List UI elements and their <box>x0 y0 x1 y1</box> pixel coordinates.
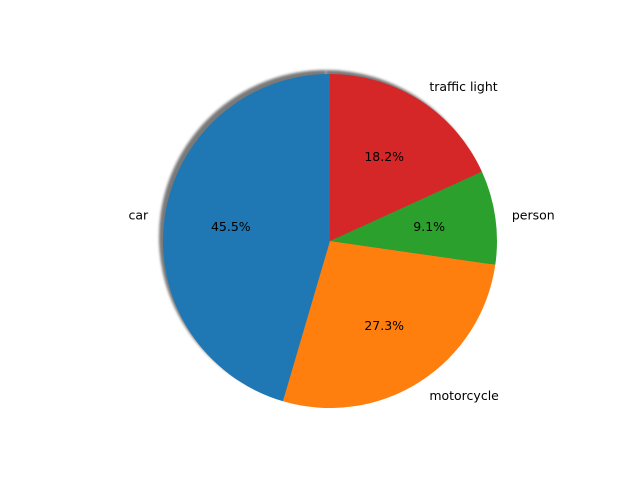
slice-car <box>163 74 330 402</box>
percent-label-traffic-light: 18.2% <box>364 149 404 164</box>
percent-label-person: 9.1% <box>413 219 445 234</box>
pie-slices <box>163 74 497 408</box>
label-car: car <box>128 207 149 222</box>
percent-label-motorcycle: 27.3% <box>364 318 404 333</box>
label-traffic-light: traffic light <box>429 79 497 94</box>
slice-traffic-light <box>330 74 482 241</box>
percent-label-car: 45.5% <box>211 219 251 234</box>
label-motorcycle: motorcycle <box>429 388 499 403</box>
slice-motorcycle <box>282 241 496 408</box>
pie-labels: car 45.5% motorcycle 27.3% person 9.1% traffic… <box>128 79 554 403</box>
slice-person <box>330 171 497 265</box>
label-person: person <box>512 207 555 222</box>
